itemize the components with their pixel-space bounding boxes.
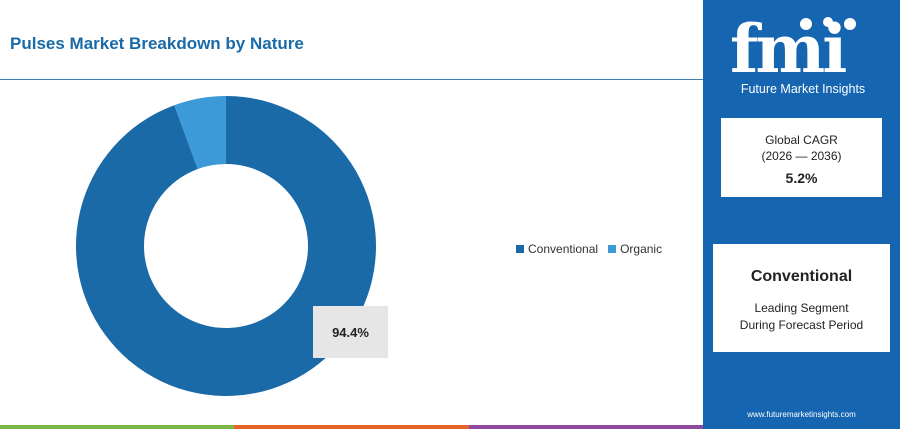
cagr-value: 5.2% — [785, 170, 818, 186]
donut-slice-organic — [174, 96, 226, 170]
segment-desc-line2: During Forecast Period — [739, 318, 864, 332]
bottom-color-strip — [0, 425, 703, 429]
brand-sidebar: fmi Future Market Insights Global CAGR (… — [703, 0, 900, 429]
strip-purple — [468, 425, 703, 429]
donut-slice-conventional — [76, 96, 377, 396]
chart-panel: Pulses Market Breakdown by Nature 94.4% … — [0, 34, 703, 429]
cagr-title: Global CAGR — [765, 133, 838, 147]
page-title: Pulses Market Breakdown by Nature — [10, 34, 304, 53]
cagr-card: Global CAGR (2026 — 2036) 5.2% — [721, 118, 882, 197]
legend-label-conventional: Conventional — [528, 242, 599, 256]
fmi-logo: fmi Future Market Insights — [728, 10, 878, 100]
globe-icon — [800, 17, 856, 30]
brand-name: Future Market Insights — [740, 82, 866, 96]
cagr-label: Global CAGR (2026 — 2036) — [721, 132, 882, 164]
segment-desc-line1: Leading Segment — [754, 301, 849, 315]
legend-item-organic: Organic — [608, 242, 662, 256]
leading-segment-card: Conventional Leading Segment During Fore… — [713, 244, 890, 352]
cagr-period: (2026 — 2036) — [761, 149, 842, 163]
segment-name: Conventional — [750, 268, 853, 285]
strip-green — [0, 425, 235, 429]
data-label-conventional: 94.4% — [313, 306, 388, 358]
segment-description: Leading Segment During Forecast Period — [713, 300, 890, 334]
website-link[interactable]: www.futuremarketinsights.com — [747, 410, 856, 419]
chart-legend: Conventional Organic — [516, 242, 672, 256]
title-divider — [0, 79, 703, 80]
legend-item-conventional: Conventional — [516, 242, 598, 256]
donut-chart — [76, 96, 377, 396]
legend-label-organic: Organic — [620, 242, 663, 256]
legend-swatch-conventional — [516, 245, 524, 253]
legend-swatch-organic — [608, 245, 617, 253]
strip-orange — [234, 425, 469, 429]
logo-wordmark: fmi — [730, 10, 847, 88]
